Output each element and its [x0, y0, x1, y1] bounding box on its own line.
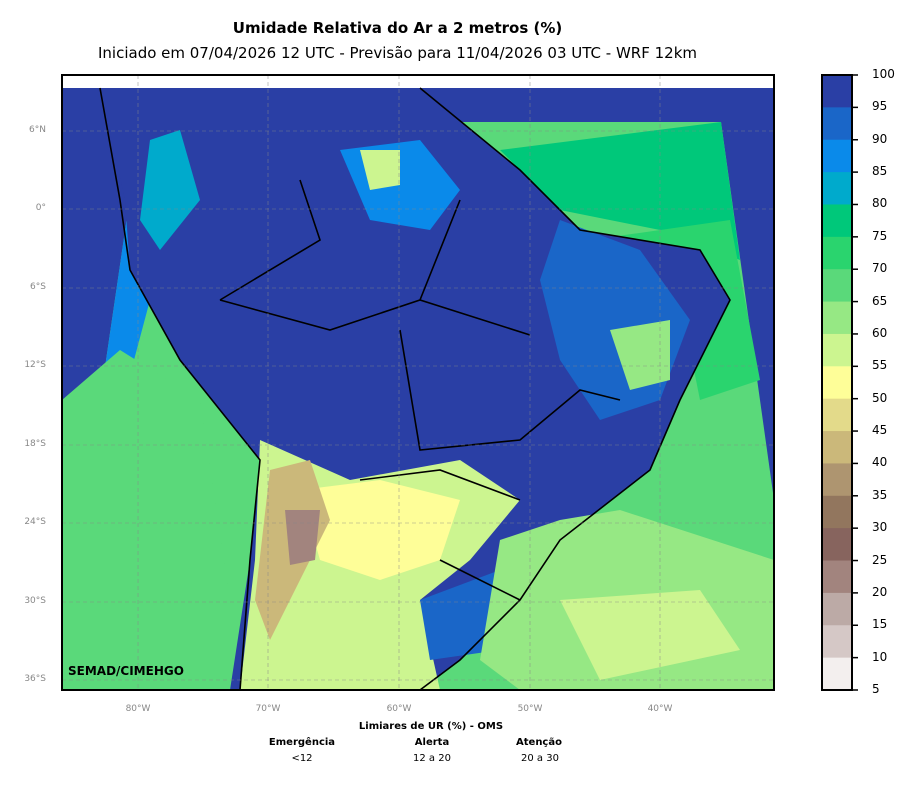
- colorbar-tick-label: 25: [872, 552, 888, 567]
- colorbar-tick-label: 65: [872, 293, 888, 308]
- colorbar-tick-label: 50: [872, 390, 888, 405]
- lon-label: 50°W: [517, 704, 543, 714]
- colorbar-band: [822, 625, 852, 659]
- colorbar-band: [822, 366, 852, 400]
- legend-label-alerta: Alerta: [414, 737, 450, 748]
- colorbar-band: [822, 657, 852, 691]
- lon-label: 80°W: [125, 704, 151, 714]
- colorbar-tick-label: 10: [872, 649, 888, 664]
- colorbar-band: [822, 463, 852, 497]
- colorbar-tick-label: 40: [872, 455, 888, 470]
- colorbar-tick-label: 20: [872, 584, 888, 599]
- field-south-atlantic-dry: [560, 590, 740, 680]
- field-colombia: [140, 130, 200, 250]
- colorbar-tick-label: 45: [872, 423, 888, 438]
- colorbar-band: [822, 333, 852, 367]
- colorbar-frame: [821, 74, 853, 691]
- colorbar-tick-label: 75: [872, 228, 888, 243]
- colorbar-band: [822, 139, 852, 173]
- colorbar-tick-label: 60: [872, 325, 888, 340]
- lat-label: 6°N: [29, 125, 46, 135]
- lat-label: 18°S: [24, 439, 46, 449]
- colorbar-tick-label: 70: [872, 261, 888, 276]
- lat-label: 6°S: [30, 282, 46, 292]
- colorbar-tick-label: 100: [872, 67, 895, 81]
- legend-label-atencao: Atenção: [516, 737, 562, 748]
- legend-title: Limiares de UR (%) - OMS: [358, 721, 504, 732]
- colorbar-band: [822, 398, 852, 432]
- map-subtitle: Iniciado em 07/04/2026 12 UTC - Previsão…: [97, 44, 698, 62]
- colorbar-tick-label: 5: [872, 682, 880, 696]
- lon-label: 70°W: [255, 704, 281, 714]
- field-puna: [285, 510, 320, 565]
- colorbar: [822, 74, 858, 691]
- colorbar-band: [822, 269, 852, 303]
- legend-value-emergencia: <12: [291, 753, 313, 764]
- colorbar-band: [822, 431, 852, 464]
- lon-label: 40°W: [647, 704, 673, 714]
- field-roraima: [360, 150, 400, 190]
- colorbar-tick-label: 55: [872, 358, 888, 373]
- colorbar-tick-label: 80: [872, 196, 888, 211]
- colorbar-band: [822, 75, 852, 108]
- colorbar-band: [822, 107, 852, 141]
- lat-label: 36°S: [24, 674, 46, 684]
- colorbar-tick-label: 30: [872, 520, 888, 535]
- country-borders: [99, 87, 731, 690]
- lat-label: 0°: [35, 203, 46, 213]
- map-frame: [61, 74, 775, 691]
- colorbar-tick-label: 95: [872, 99, 888, 114]
- field-chaco: [300, 480, 460, 580]
- map-title: Umidade Relativa do Ar a 2 metros (%): [232, 19, 563, 37]
- colorbar-tick-label: 35: [872, 487, 888, 502]
- credit-label: SEMAD/CIMEHGO: [68, 664, 184, 678]
- field-pacific: [62, 350, 230, 690]
- field-nordeste-dry: [610, 320, 670, 390]
- colorbar-band: [822, 301, 852, 335]
- colorbar-band: [822, 560, 852, 594]
- lat-label: 12°S: [24, 360, 46, 370]
- colorbar-band: [822, 592, 852, 626]
- colorbar-tick-label: 15: [872, 617, 888, 632]
- colorbar-band: [822, 528, 852, 562]
- gridlines: [62, 75, 774, 690]
- legend-value-atencao: 20 a 30: [521, 753, 559, 764]
- field-atlantic-north: [500, 122, 740, 260]
- colorbar-band: [822, 236, 852, 270]
- colorbar-tick-label: 90: [872, 131, 888, 146]
- colorbar-tick-label: 85: [872, 164, 888, 179]
- legend-value-alerta: 12 a 20: [413, 753, 451, 764]
- lat-label: 24°S: [24, 517, 46, 527]
- colorbar-band: [822, 172, 852, 205]
- lon-label: 60°W: [386, 704, 412, 714]
- colorbar-band: [822, 204, 852, 238]
- legend-label-emergencia: Emergência: [268, 737, 336, 748]
- lat-label: 30°S: [24, 596, 46, 606]
- colorbar-band: [822, 495, 852, 529]
